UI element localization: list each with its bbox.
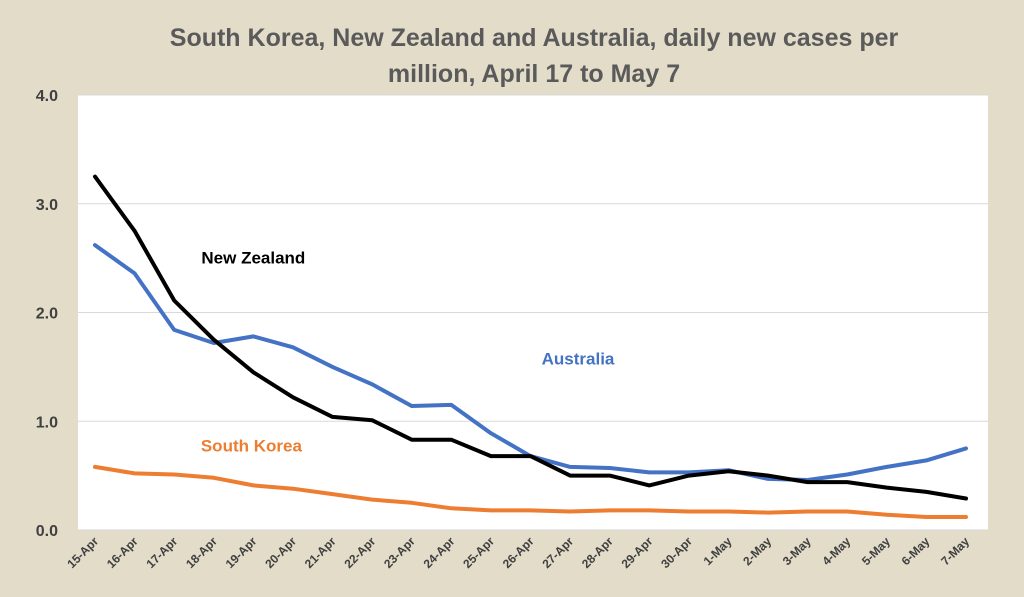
series-line-new-zealand	[93, 174, 968, 501]
x-tick-label: 28-Apr	[579, 534, 616, 571]
x-tick-label: 24-Apr	[421, 534, 458, 571]
x-tick-label: 3-May	[780, 534, 814, 568]
y-tick-label: 2.0	[36, 306, 58, 323]
x-tick-label: 21-Apr	[302, 534, 339, 571]
x-tick-label: 23-Apr	[381, 534, 418, 571]
chart-title-line-2: million, April 17 to May 7	[388, 60, 680, 88]
x-tick-label: 18-Apr	[183, 534, 220, 571]
x-tick-label: 17-Apr	[144, 534, 181, 571]
x-tick-label: 27-Apr	[539, 534, 576, 571]
x-tick-label: 4-May	[819, 534, 853, 568]
x-tick-label: 15-Apr	[64, 534, 101, 571]
x-axis-ticks: 15-Apr 16-Apr 17-Apr 18-Apr 19-Apr 20-Apr 21-A…	[64, 534, 972, 571]
x-tick-label: 6-May	[899, 534, 933, 568]
series-line-south-korea	[93, 464, 968, 519]
y-tick-label: 0.0	[36, 523, 58, 540]
series-label-australia: Australia	[542, 350, 615, 369]
x-tick-label: 20-Apr	[262, 534, 299, 571]
y-tick-label: 1.0	[36, 414, 58, 431]
y-axis-ticks: 0.0 1.0 2.0 3.0 4.0	[36, 88, 58, 540]
series-labels: New Zealand Australia South Korea	[201, 249, 615, 456]
x-tick-label: 22-Apr	[341, 534, 378, 571]
series-label-new-zealand: New Zealand	[201, 249, 305, 268]
x-tick-label: 1-May	[701, 534, 735, 568]
x-tick-label: 5-May	[859, 534, 893, 568]
chart-title-line-1: South Korea, New Zealand and Australia, …	[170, 24, 899, 52]
x-tick-label: 25-Apr	[460, 534, 497, 571]
y-tick-label: 4.0	[36, 88, 58, 105]
x-tick-label: 30-Apr	[658, 534, 695, 571]
x-tick-label: 19-Apr	[223, 534, 260, 571]
series-label-south-korea: South Korea	[201, 437, 303, 456]
x-tick-label: 2-May	[740, 534, 774, 568]
x-tick-label: 7-May	[938, 534, 972, 568]
gridlines	[78, 94, 988, 531]
series-lines	[93, 174, 968, 519]
y-tick-label: 3.0	[36, 197, 58, 214]
x-tick-label: 16-Apr	[104, 534, 141, 571]
x-tick-label: 29-Apr	[619, 534, 656, 571]
x-tick-label: 26-Apr	[500, 534, 537, 571]
